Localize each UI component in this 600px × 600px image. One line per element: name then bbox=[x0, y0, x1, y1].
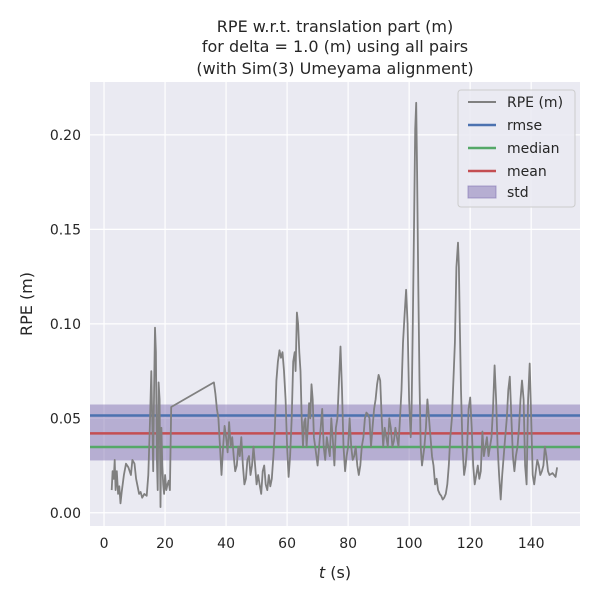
y-tick-label: 0.00 bbox=[50, 506, 81, 522]
x-axis-label-var: t bbox=[319, 563, 326, 582]
y-axis-label: RPE (m) bbox=[17, 272, 36, 336]
title-line-2: for delta = 1.0 (m) using all pairs bbox=[202, 37, 468, 56]
legend-label-mean: mean bbox=[507, 164, 547, 180]
rpe-series-line bbox=[110, 101, 558, 509]
title-line-1: RPE w.r.t. translation part (m) bbox=[217, 17, 453, 36]
x-tick-label: 60 bbox=[278, 536, 296, 552]
y-tick-labels: 0.00 0.05 0.10 0.15 0.20 bbox=[50, 128, 81, 522]
y-tick-label: 0.05 bbox=[50, 411, 81, 427]
legend-label-std: std bbox=[507, 185, 529, 201]
title-line-3: (with Sim(3) Umeyama alignment) bbox=[196, 59, 473, 78]
x-tick-label: 0 bbox=[100, 536, 109, 552]
x-tick-label: 140 bbox=[518, 536, 545, 552]
y-tick-label: 0.20 bbox=[50, 128, 81, 144]
series-layer bbox=[110, 101, 558, 509]
y-tick-label: 0.10 bbox=[50, 317, 81, 333]
legend-swatch-std bbox=[467, 185, 497, 199]
chart-title: RPE w.r.t. translation part (m) for delt… bbox=[196, 17, 473, 78]
y-tick-label: 0.15 bbox=[50, 222, 81, 238]
x-tick-label: 120 bbox=[457, 536, 484, 552]
legend-label-rpe: RPE (m) bbox=[507, 95, 563, 111]
x-axis-label: t (s) bbox=[319, 563, 351, 582]
legend: RPE (m) rmse median mean std bbox=[457, 89, 576, 208]
x-tick-label: 40 bbox=[217, 536, 235, 552]
x-tick-label: 100 bbox=[396, 536, 423, 552]
x-tick-labels: 0 20 40 60 80 100 120 140 bbox=[100, 536, 545, 552]
legend-label-median: median bbox=[507, 141, 559, 157]
legend-label-rmse: rmse bbox=[507, 118, 542, 134]
x-axis-label-unit: (s) bbox=[325, 563, 351, 582]
legend-box bbox=[457, 89, 576, 208]
x-tick-label: 80 bbox=[339, 536, 357, 552]
x-tick-label: 20 bbox=[156, 536, 174, 552]
